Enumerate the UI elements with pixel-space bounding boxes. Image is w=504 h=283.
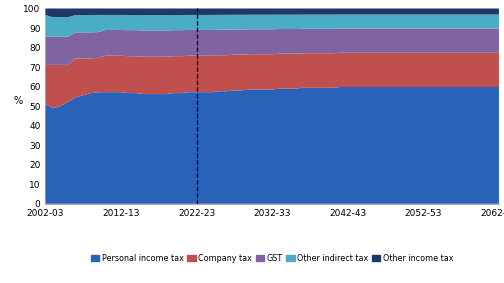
Legend: Personal income tax, Company tax, GST, Other indirect tax, Other income tax: Personal income tax, Company tax, GST, O… — [88, 251, 457, 266]
Y-axis label: %: % — [13, 96, 22, 106]
